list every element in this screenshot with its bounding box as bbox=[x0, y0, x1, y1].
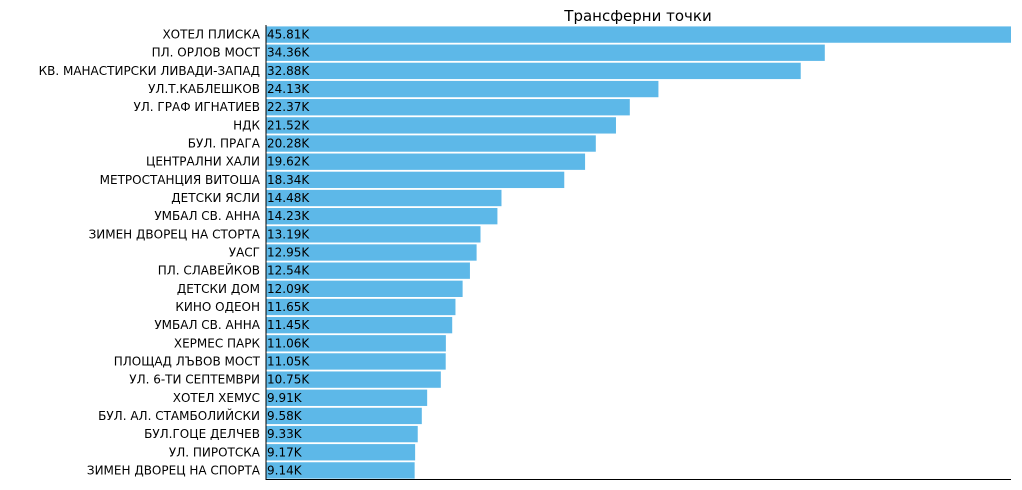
data-label: 20.28K bbox=[267, 137, 310, 151]
category-label: ПЛ. СЛАВЕЙКОВ bbox=[158, 263, 260, 278]
bar bbox=[266, 80, 659, 98]
data-label: 9.17K bbox=[267, 445, 303, 459]
data-label: 12.95K bbox=[267, 246, 310, 260]
bar bbox=[266, 153, 586, 170]
bar bbox=[266, 462, 415, 479]
data-label: 11.65K bbox=[267, 300, 310, 314]
category-label: КВ. МАНАСТИРСКИ ЛИВАДИ-ЗАПАД bbox=[39, 64, 260, 78]
data-label: 22.37K bbox=[267, 100, 310, 114]
bars-group bbox=[266, 26, 1011, 479]
category-label: КИНО ОДЕОН bbox=[175, 300, 260, 314]
data-label: 9.58K bbox=[267, 409, 303, 423]
bar bbox=[266, 353, 446, 370]
bar bbox=[266, 208, 498, 225]
data-label: 13.19K bbox=[267, 227, 310, 241]
data-label: 32.88K bbox=[267, 64, 310, 78]
bar bbox=[266, 44, 825, 61]
data-label: 10.75K bbox=[267, 373, 310, 387]
bar bbox=[266, 262, 470, 279]
data-label: 21.52K bbox=[267, 118, 310, 132]
bar bbox=[266, 389, 428, 406]
bar bbox=[266, 62, 801, 80]
data-label: 11.05K bbox=[267, 354, 310, 368]
category-label: НДК bbox=[233, 118, 260, 132]
category-label: УЛ. ГРАФ ИГНАТИЕВ bbox=[133, 100, 260, 114]
category-label: БУЛ. АЛ. СТАМБОЛИЙСКИ bbox=[98, 408, 260, 423]
bar bbox=[266, 99, 630, 116]
bar bbox=[266, 407, 422, 425]
category-label: УАСГ bbox=[229, 246, 260, 260]
data-label: 12.54K bbox=[267, 264, 310, 278]
category-label: ХОТЕЛ ХЕМУС bbox=[173, 391, 260, 405]
data-label: 18.34K bbox=[267, 173, 310, 187]
bar bbox=[266, 335, 446, 352]
category-label: ХЕРМЕС ПАРК bbox=[174, 336, 261, 350]
value-labels: 45.81K 34.36K 32.88K 24.13K 22.37K 21.52K 20.2… bbox=[267, 28, 310, 478]
category-label: УМБАЛ СВ. АННА bbox=[154, 209, 260, 223]
category-label: УЛ. ПИРОТСКА bbox=[169, 445, 261, 459]
data-label: 45.81K bbox=[267, 28, 310, 42]
data-label: 9.14K bbox=[267, 463, 303, 477]
bar bbox=[266, 117, 616, 134]
data-label: 19.62K bbox=[267, 155, 310, 169]
category-label: ХОТЕЛ ПЛИСКА bbox=[162, 28, 260, 42]
data-label: 11.45K bbox=[267, 318, 310, 332]
category-label: УМБАЛ СВ. АННА bbox=[154, 318, 260, 332]
bar bbox=[266, 135, 596, 152]
bar bbox=[266, 371, 441, 388]
category-label: УЛ. 6-ТИ СЕПТЕМВРИ bbox=[129, 373, 260, 387]
data-label: 14.48K bbox=[267, 191, 310, 205]
category-label: ЗИМЕН ДВОРЕЦ НА СТОРТА bbox=[89, 227, 261, 241]
category-label: БУЛ.ГОЦЕ ДЕЛЧЕВ bbox=[144, 427, 260, 441]
category-label: ЗИМЕН ДВОРЕЦ НА СПОРТА bbox=[87, 463, 261, 477]
data-label: 11.06K bbox=[267, 336, 310, 350]
bar bbox=[266, 171, 565, 189]
bar bbox=[266, 425, 418, 443]
category-labels: ХОТЕЛ ПЛИСКА ПЛ. ОРЛОВ МОСТ КВ. МАНАСТИРСК… bbox=[39, 28, 261, 478]
bar bbox=[266, 316, 453, 334]
data-label: 14.23K bbox=[267, 209, 310, 223]
category-label: ЦЕНТРАЛНИ ХАЛИ bbox=[146, 155, 260, 169]
category-label: БУЛ. ПРАГА bbox=[188, 137, 261, 151]
category-label: ДЕТСКИ ДОМ bbox=[177, 282, 260, 296]
data-label: 9.33K bbox=[267, 427, 303, 441]
bar bbox=[266, 26, 1011, 43]
data-label: 34.36K bbox=[267, 46, 310, 60]
category-label: ДЕТСКИ ЯСЛИ bbox=[171, 191, 260, 205]
category-label: ПЛ. ОРЛОВ МОСТ bbox=[152, 46, 261, 60]
data-label: 9.91K bbox=[267, 391, 303, 405]
bar bbox=[266, 189, 502, 207]
bar bbox=[266, 280, 463, 297]
chart-title: Трансферни точки bbox=[563, 7, 711, 25]
bar bbox=[266, 444, 416, 461]
bar bbox=[266, 244, 477, 261]
bar bbox=[266, 298, 456, 316]
data-label: 12.09K bbox=[267, 282, 310, 296]
category-label: ПЛОЩАД ЛЪВОВ МОСТ bbox=[114, 354, 261, 368]
category-label: УЛ.Т.КАБЛЕШКОВ bbox=[148, 82, 260, 96]
bar bbox=[266, 226, 481, 243]
data-label: 24.13K bbox=[267, 82, 310, 96]
category-label: МЕТРОСТАНЦИЯ ВИТОША bbox=[100, 173, 261, 187]
